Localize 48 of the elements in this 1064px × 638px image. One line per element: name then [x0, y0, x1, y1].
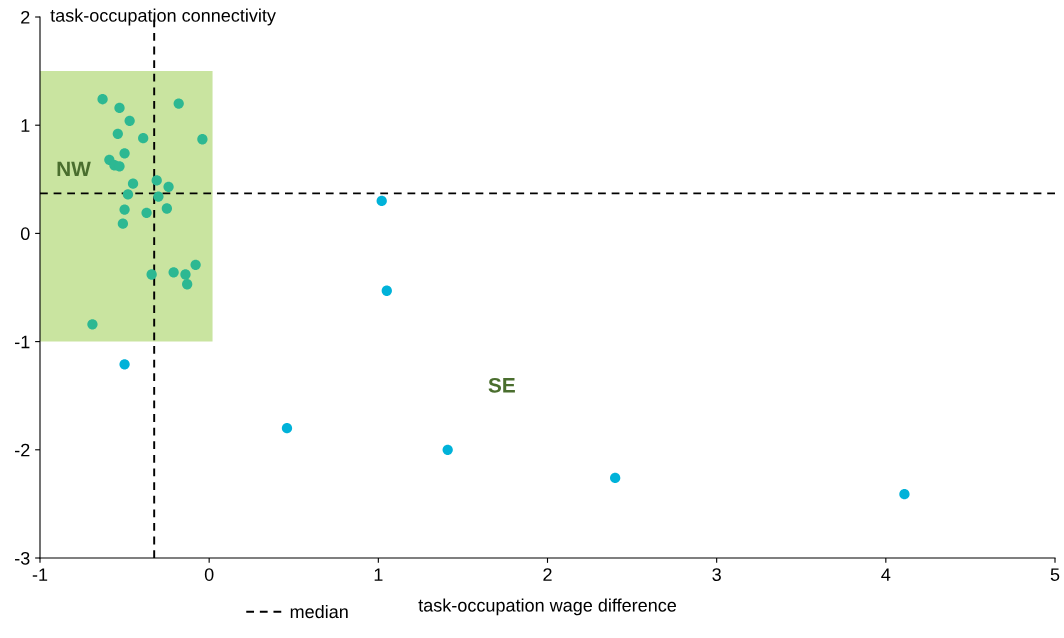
x-tick-label: 0: [204, 568, 214, 581]
point: [112, 128, 123, 140]
point: [442, 444, 453, 455]
point: [168, 267, 179, 278]
point: [117, 218, 129, 229]
point: [190, 259, 201, 270]
x-tick-label: 2: [543, 568, 552, 581]
y-tick-label: -1: [15, 335, 30, 349]
point: [153, 191, 164, 202]
point: [610, 472, 621, 484]
y-tick-label: -3: [15, 551, 30, 565]
x-axis-title: task-occupation wage difference: [418, 598, 677, 616]
point: [161, 203, 173, 214]
point: [281, 423, 293, 434]
point: [138, 133, 149, 144]
point: [119, 204, 130, 215]
point: [173, 98, 184, 109]
point: [151, 175, 162, 186]
point: [381, 285, 392, 296]
point: [124, 115, 135, 127]
point: [899, 489, 910, 500]
y-axis-title: task-occupation connectivity: [50, 8, 276, 26]
x-tick-label: 3: [712, 568, 721, 581]
point: [97, 94, 108, 105]
annotation: SE: [488, 377, 515, 393]
x-tick-label: 4: [881, 568, 891, 581]
y-tick-label: -2: [15, 443, 30, 457]
point: [180, 269, 191, 280]
x-tick-label: 5: [1050, 568, 1060, 581]
y-tick-label: 2: [21, 10, 30, 24]
x-tick-label: -1: [32, 568, 48, 581]
y-tick-label: 0: [20, 227, 30, 241]
point: [146, 269, 157, 280]
legend-label: median: [290, 604, 348, 619]
point: [376, 195, 387, 207]
point: [122, 189, 134, 200]
point: [119, 359, 130, 370]
point: [182, 279, 193, 290]
point: [163, 181, 174, 193]
point: [87, 319, 98, 330]
point: [119, 148, 130, 159]
x-tick-label: 1: [374, 568, 383, 581]
point: [141, 207, 152, 218]
point: [127, 178, 139, 189]
y-tick-label: 1: [21, 119, 30, 132]
point: [197, 134, 208, 145]
point: [114, 102, 125, 114]
annotation: NW: [57, 161, 91, 177]
